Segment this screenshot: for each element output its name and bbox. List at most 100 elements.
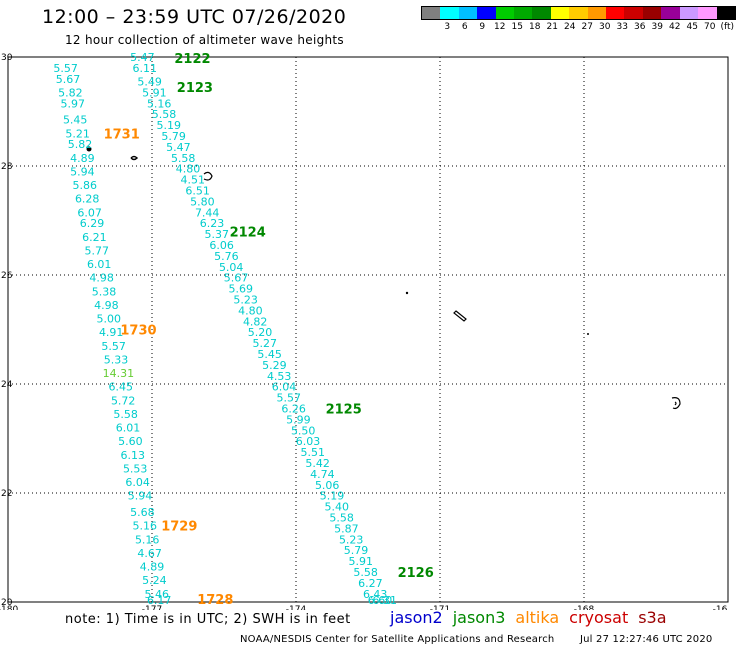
island-marker: [130, 155, 139, 161]
wave-height-value: 6.51: [185, 185, 210, 198]
color-scale-label: 12: [494, 22, 506, 32]
color-scale-labels: 3 6 9 12 15 18 21 24 27 30 33 36 39 42 45 70 (ft): [421, 20, 736, 34]
wave-height-value: 5.49: [137, 76, 162, 89]
wave-height-value: 5.94: [128, 490, 153, 503]
x-tick-label: -174: [286, 605, 307, 610]
x-tick-label: -168: [574, 605, 595, 610]
satellite-legend-item: jason3: [452, 608, 506, 627]
wave-height-value: 6.07: [77, 206, 102, 219]
island-marker: [671, 397, 681, 410]
wave-height-value: 6.26: [281, 403, 306, 416]
wave-height-value: 6.01: [87, 258, 112, 271]
x-tick-label: -171: [430, 605, 450, 610]
wave-height-value: 5.40: [325, 501, 350, 514]
wave-height-value: 5.58: [113, 408, 138, 421]
wave-height-value: 7.44: [195, 206, 220, 219]
x-tick-label: -177: [142, 605, 162, 610]
color-swatch: [458, 7, 478, 19]
wave-height-value: 5.20: [248, 326, 273, 339]
wave-height-value: 5.72: [111, 394, 136, 407]
wave-height-value: 4.67: [137, 547, 162, 560]
wave-height-value: 4.51: [181, 174, 206, 187]
wave-height-value: 5.38: [92, 285, 117, 298]
wave-height-value: 6.13: [121, 449, 146, 462]
island-marker: [86, 146, 92, 152]
color-scale-label: 30: [599, 22, 611, 32]
wave-height-value: 5.91: [142, 86, 167, 99]
color-swatch: [532, 7, 551, 19]
wave-height-value: 5.46: [145, 588, 170, 601]
wave-height-value: 6.45: [109, 381, 134, 394]
wave-height-value: 6.31: [373, 594, 398, 607]
wave-height-value: 5.67: [224, 272, 249, 285]
wave-height-value: 5.76: [214, 250, 239, 263]
wave-height-value: 5.53: [123, 462, 148, 475]
wave-height-value: 14.31: [103, 367, 135, 380]
wave-height-value: 5.45: [257, 348, 282, 361]
color-scale-label: 42: [669, 22, 681, 32]
wave-height-value: 5.27: [253, 337, 278, 350]
pass-label: 1731: [104, 127, 140, 142]
wave-height-value: 6.03: [296, 435, 321, 448]
wave-height-value: 4.98: [94, 299, 119, 312]
color-swatch: [624, 7, 643, 19]
y-tick-label: 24: [1, 380, 13, 390]
wave-height-value: 5.58: [353, 566, 378, 579]
color-swatch: [569, 7, 588, 19]
color-scale-unit: (ft): [720, 22, 735, 32]
credit-text: NOAA/NESDIS Center for Satellite Applica…: [240, 634, 555, 645]
wave-height-value: 5.19: [320, 490, 345, 503]
wave-height-value: 5.86: [73, 179, 98, 192]
pass-label: 2125: [326, 403, 362, 418]
color-swatch: [698, 7, 717, 19]
wave-height-value: 5.57: [101, 340, 126, 353]
wave-height-value: 5.42: [305, 457, 330, 470]
wave-height-value: 5.82: [68, 138, 93, 151]
wave-height-value: 5.50: [291, 424, 316, 437]
wave-height-value: 4.91: [99, 326, 124, 339]
satellite-legend-item: cryosat: [569, 608, 629, 627]
color-scale-label: 18: [529, 22, 541, 32]
wave-height-value: 5.23: [339, 533, 364, 546]
wave-height-value: 5.80: [190, 195, 215, 208]
wave-height-value: 6.21: [82, 231, 107, 244]
wave-height-value: 4.74: [310, 468, 335, 481]
y-tick-label: 20: [1, 598, 13, 608]
y-tick-label: 30: [1, 53, 13, 63]
color-swatch: [495, 7, 515, 19]
wave-height-value: 5.00: [97, 313, 122, 326]
wave-height-value: 5.16: [135, 533, 160, 546]
satellite-legend-item: jason2: [390, 608, 443, 627]
pass-label: 2123: [177, 81, 213, 96]
color-swatch: [422, 7, 441, 19]
wave-height-value: 6.11: [133, 62, 158, 75]
wave-height-value: 5.51: [301, 446, 326, 459]
wave-height-value: 5.91: [349, 555, 374, 568]
color-scale-label: 33: [616, 22, 628, 32]
wave-height-value: 5.60: [118, 435, 143, 448]
wave-height-value: 5.29: [262, 359, 287, 372]
wave-height-value: 6.43: [363, 588, 388, 601]
color-scale-legend: 3 6 9 12 15 18 21 24 27 30 33 36 39 42 45 70 (ft): [421, 6, 736, 36]
wave-height-value: 5.58: [329, 512, 354, 525]
color-scale-label: 27: [581, 22, 593, 32]
wave-height-value: 5.24: [142, 574, 167, 587]
pass-label: 1730: [120, 324, 156, 339]
pass-label: 1729: [161, 520, 197, 535]
color-scale-label: 24: [564, 22, 576, 32]
wave-height-value: 5.87: [334, 522, 359, 535]
wave-height-value: 5.16: [147, 97, 172, 110]
wave-height-value: 4.80: [238, 304, 263, 317]
wave-height-value: 6.29: [80, 217, 105, 230]
wave-height-value: 5.57: [277, 392, 302, 405]
pass-label: 1728: [197, 593, 233, 608]
color-scale-swatches: [421, 6, 736, 20]
wave-height-value: 6.17: [147, 594, 172, 607]
footer-note: note: 1) Time is in UTC; 2) SWH is in fe…: [65, 612, 351, 627]
x-tick-label: -180: [0, 605, 18, 610]
pass-label: 2122: [174, 52, 210, 67]
color-scale-label: 15: [511, 22, 523, 32]
wave-height-value: 5.21: [65, 127, 90, 140]
wave-height-value: 5.16: [133, 520, 158, 533]
y-tick-label: 26: [1, 271, 13, 281]
